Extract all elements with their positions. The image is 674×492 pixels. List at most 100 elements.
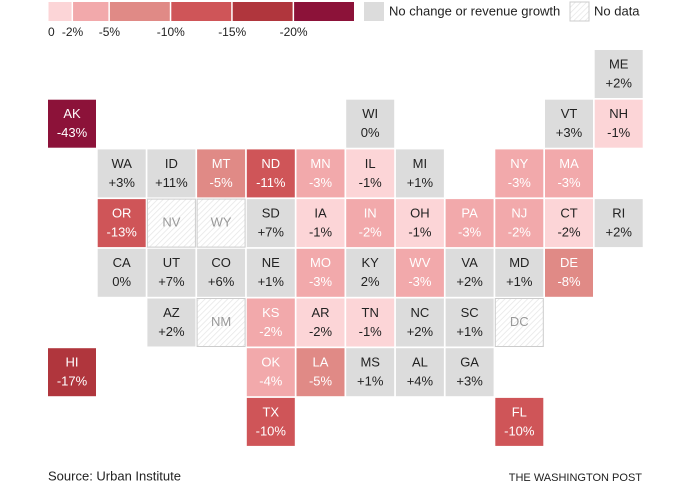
state-abbr: SD	[262, 206, 280, 221]
state-abbr: CT	[560, 206, 577, 221]
state-value: +2%	[456, 274, 483, 289]
state-abbr: CA	[113, 255, 131, 270]
state-tile	[197, 248, 246, 297]
state-tile	[545, 99, 593, 148]
state-tile	[395, 199, 444, 248]
state-tile	[395, 298, 444, 347]
state-abbr: WY	[211, 215, 232, 230]
state-value: -3%	[458, 225, 482, 240]
legend-tick-label: -5%	[99, 25, 121, 39]
credit: THE WASHINGTON POST	[509, 472, 643, 484]
state-value: -2%	[259, 324, 283, 339]
state-tile	[395, 149, 444, 198]
state-tile	[146, 198, 196, 248]
state-value: -10%	[256, 423, 287, 438]
state-abbr: ND	[261, 156, 280, 171]
state-tile	[246, 298, 295, 347]
state-value: -10%	[504, 423, 535, 438]
state-abbr: OR	[112, 206, 132, 221]
state-abbr: AL	[412, 355, 428, 370]
state-tile	[445, 248, 494, 297]
state-value: -3%	[508, 175, 532, 190]
state-tile	[445, 298, 494, 347]
state-tile	[246, 149, 295, 198]
state-value: -2%	[359, 225, 383, 240]
state-value: +2%	[407, 324, 434, 339]
state-value: +7%	[158, 274, 185, 289]
state-abbr: KY	[362, 255, 380, 270]
state-abbr: NM	[211, 314, 231, 329]
no-change-label: No change or revenue growth	[389, 3, 560, 18]
state-value: +2%	[158, 324, 185, 339]
legend-swatch	[293, 2, 354, 21]
state-tile	[48, 348, 96, 397]
state-abbr: NY	[510, 156, 528, 171]
state-abbr: NC	[411, 305, 430, 320]
state-tile	[346, 348, 395, 397]
state-tile	[395, 248, 444, 297]
source: Source: Urban Institute	[48, 468, 181, 483]
state-tile	[48, 99, 96, 148]
state-abbr: NJ	[511, 206, 527, 221]
state-value: -3%	[408, 274, 432, 289]
state-value: -3%	[309, 274, 333, 289]
state-tile	[197, 149, 246, 198]
state-abbr: IA	[314, 206, 327, 221]
no-data-swatch	[569, 1, 590, 22]
state-abbr: IN	[364, 206, 377, 221]
state-value: -13%	[107, 225, 138, 240]
state-tile	[346, 149, 395, 198]
state-abbr: WA	[111, 156, 132, 171]
state-abbr: HI	[66, 355, 79, 370]
state-abbr: DE	[560, 255, 578, 270]
state-value: +4%	[407, 374, 434, 389]
legend: No change or revenue growth No data	[364, 1, 640, 22]
state-value: +2%	[606, 75, 633, 90]
state-value: -1%	[607, 125, 631, 140]
state-tile	[246, 348, 295, 397]
state-abbr: KS	[262, 305, 280, 320]
state-value: -3%	[557, 175, 581, 190]
state-abbr: MO	[310, 255, 331, 270]
state-abbr: SC	[461, 305, 479, 320]
state-tile	[395, 348, 444, 397]
state-value: -1%	[359, 324, 383, 339]
state-value: -1%	[408, 225, 432, 240]
state-tile	[296, 248, 345, 297]
state-tile	[346, 248, 395, 297]
state-tile	[545, 248, 593, 297]
state-value: +7%	[258, 225, 285, 240]
state-value: +1%	[357, 374, 384, 389]
state-abbr: VA	[461, 255, 478, 270]
state-abbr: GA	[460, 355, 479, 370]
state-tile	[346, 99, 395, 148]
legend-tick-label: -10%	[157, 25, 185, 39]
state-value: -8%	[557, 274, 581, 289]
state-tile	[594, 50, 643, 98]
state-tile	[147, 248, 196, 297]
state-value: -1%	[309, 225, 333, 240]
state-abbr: AZ	[163, 305, 180, 320]
state-value: -43%	[57, 125, 88, 140]
state-tile	[445, 199, 494, 248]
no-change-swatch	[364, 2, 384, 21]
state-tile	[246, 199, 295, 248]
state-abbr: MA	[559, 156, 579, 171]
state-tile	[196, 198, 246, 248]
legend-tick-label: -15%	[218, 25, 246, 39]
state-tile	[495, 397, 544, 446]
state-tile	[97, 199, 146, 248]
state-value: +3%	[109, 175, 136, 190]
state-value: +1%	[258, 274, 285, 289]
state-abbr: LA	[313, 355, 329, 370]
state-value: -2%	[508, 225, 532, 240]
state-value: +2%	[606, 225, 633, 240]
state-value: +3%	[556, 125, 583, 140]
state-abbr: AK	[63, 106, 81, 121]
state-tile	[296, 348, 345, 397]
state-value: -5%	[210, 175, 234, 190]
legend-tick-label: 0	[48, 25, 55, 39]
state-tile	[97, 248, 146, 297]
state-value: -17%	[57, 374, 88, 389]
state-abbr: ME	[609, 56, 629, 71]
